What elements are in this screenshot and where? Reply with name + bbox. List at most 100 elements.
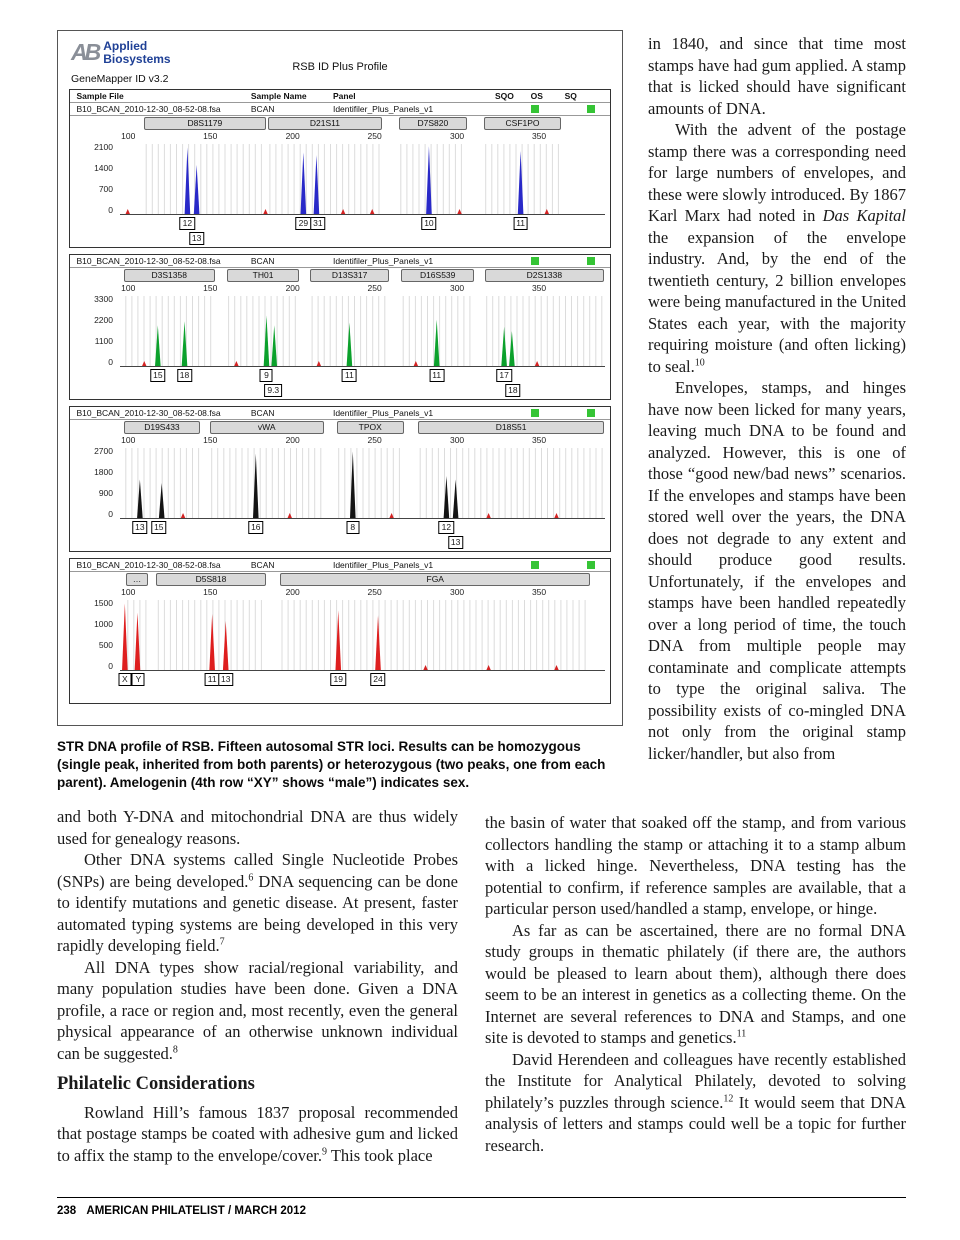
quality-indicator-square: [587, 105, 596, 113]
allele-label: 11: [204, 673, 220, 686]
allele-label: 12: [179, 217, 196, 230]
plot-row: 1500 1000 500 0: [70, 598, 610, 672]
allele-label: 11: [513, 217, 529, 230]
x-axis-tick-label: 200: [285, 131, 300, 141]
locus-marker-bar: D2S1338: [484, 269, 605, 282]
figure-header: AB Applied Biosystems GeneMapper ID v3.2…: [69, 37, 611, 89]
locus-marker-bar: D3S1358: [123, 269, 215, 282]
x-axis-tick-label: 100: [121, 131, 136, 141]
artifact-peak: [423, 665, 428, 670]
sample-name: BCAN: [250, 560, 275, 570]
artifact-peak: [389, 513, 394, 518]
sample-file: B10_BCAN_2010-12-30_08-52-08.fsa: [76, 560, 221, 570]
y-axis-tick-label: 500: [98, 640, 113, 650]
y-axis-tick-label: 700: [98, 184, 113, 194]
x-axis-tick-label: 150: [203, 435, 218, 445]
paragraph: With the advent of the postage stamp the…: [648, 120, 906, 376]
x-axis-tick-label: 300: [449, 131, 465, 141]
sample-name: BCAN: [250, 104, 275, 114]
trace-plot: [120, 144, 605, 215]
column-header: Panel: [332, 91, 356, 101]
artifact-peak: [370, 209, 375, 214]
paragraph: Other DNA systems called Single Nucleoti…: [57, 850, 458, 955]
electropherogram-panel: B10_BCAN_2010-12-30_08-52-08.fsa BCAN Iden…: [69, 406, 611, 552]
x-axis-tick-label: 200: [285, 587, 300, 597]
panel-name: Identifiler_Plus_Panels_v1: [332, 408, 434, 418]
artifact-peak: [534, 361, 540, 366]
ab-logo-mark: AB: [71, 39, 101, 65]
x-axis-tick-label: 150: [203, 131, 218, 141]
allele-peak: [300, 152, 307, 214]
x-axis-tick-label: 200: [285, 283, 300, 293]
locus-marker-row: D3S1358 TH01 D13S317 D16S539 D2S1338: [120, 268, 605, 283]
locus-marker-bar: D21S11: [267, 117, 382, 130]
x-axis-tick-label: 200: [285, 435, 300, 445]
allele-label-row: 15 18 9 9.3 11 11 17 18: [120, 368, 605, 399]
column-header: OS: [530, 91, 543, 101]
paragraph: Rowland Hill’s famous 1837 proposal reco…: [57, 1102, 458, 1165]
allele-label: 17: [496, 369, 512, 382]
panel-name: Identifiler_Plus_Panels_v1: [332, 256, 434, 266]
y-axis-tick-label: 1400: [94, 163, 113, 173]
column-header: Sample Name: [250, 91, 307, 101]
allele-peak: [158, 483, 165, 518]
allele-label-row: 12 13 29 31 10 11: [120, 216, 605, 247]
quality-indicator-square: [530, 257, 539, 265]
column-header: SQ: [564, 91, 577, 101]
allele-peak: [501, 326, 507, 366]
sample-file: B10_BCAN_2010-12-30_08-52-08.fsa: [76, 256, 221, 266]
allele-peak: [452, 479, 459, 518]
y-axis-tick-label: 1500: [94, 598, 113, 608]
locus-marker-row: D8S1179 D21S11 D7S820 CSF1PO: [120, 116, 605, 131]
artifact-peak: [180, 513, 186, 518]
sample-info-row: B10_BCAN_2010-12-30_08-52-08.fsa BCAN Iden…: [70, 103, 610, 116]
x-axis-tick-label: 250: [367, 435, 382, 445]
artifact-peak: [287, 513, 292, 518]
x-axis-tick-label: 300: [449, 435, 465, 445]
y-axis-tick-label: 3300: [94, 294, 113, 304]
allele-label: 9: [259, 369, 273, 382]
allele-label-row: 13 15 16 8 12 13: [120, 520, 605, 551]
locus-marker-bar: D18S51: [418, 421, 605, 434]
x-axis-tick-label: 100: [121, 283, 136, 293]
artifact-peak: [263, 209, 268, 214]
allele-peak: [181, 321, 188, 366]
figure-caption: STR DNA profile of RSB. Fifteen autosoma…: [57, 739, 606, 790]
y-axis: 2100 1400 700 0: [70, 142, 120, 216]
sample-info-row: B10_BCAN_2010-12-30_08-52-08.fsa BCAN Iden…: [70, 407, 610, 420]
allele-peak: [517, 151, 524, 214]
artifact-peak: [413, 361, 419, 366]
allele-peak: [426, 146, 432, 214]
footer-rule: [57, 1197, 906, 1198]
electropherogram-panel: B10_BCAN_2010-12-30_08-52-08.fsa BCAN Iden…: [69, 254, 611, 400]
y-axis-tick-label: 0: [108, 205, 113, 215]
locus-marker-row: … D5S818 FGA: [120, 572, 605, 587]
locus-marker-bar: D19S433: [123, 421, 201, 434]
x-axis-scale-row: 100 150 200 250 300 350: [120, 587, 605, 598]
allele-label-row: X Y 11 13 19 24: [118, 672, 605, 703]
allele-label: 16: [248, 521, 264, 534]
allele-label: 24: [370, 673, 386, 686]
y-axis-tick-label: 1000: [94, 619, 113, 629]
electropherogram-panels: Sample File Sample Name Panel SQO OS SQ B10_BC…: [69, 89, 611, 704]
allele-label: 18: [505, 384, 521, 397]
y-axis: 3300 2200 1100 0: [70, 294, 120, 368]
allele-peak: [137, 479, 143, 518]
y-axis-tick-label: 0: [108, 661, 113, 671]
allele-peak: [443, 476, 450, 518]
trace-plot: [120, 448, 605, 519]
paragraph: in 1840, and since that time most stamps…: [648, 34, 906, 118]
y-axis-tick-label: 0: [108, 357, 113, 367]
quality-indicator-square: [530, 561, 539, 569]
allele-label: X: [118, 673, 132, 686]
allele-peak: [335, 610, 342, 670]
allele-peak: [134, 612, 141, 670]
trace-plot: [120, 600, 605, 671]
y-axis-tick-label: 2700: [94, 446, 113, 456]
page-number: 238: [57, 1205, 77, 1217]
left-column: and both Y-DNA and mitochondrial DNA are…: [57, 806, 458, 1166]
y-axis-tick-label: 0: [108, 509, 113, 519]
allele-peak: [222, 621, 229, 670]
artifact-peak: [340, 209, 346, 214]
